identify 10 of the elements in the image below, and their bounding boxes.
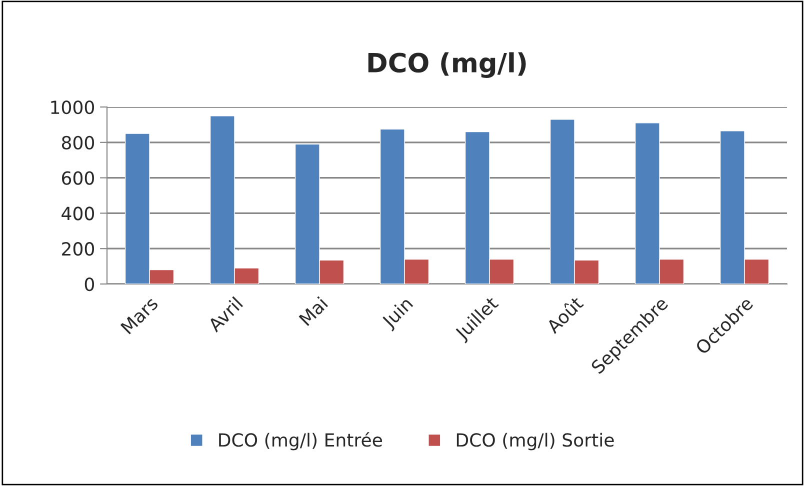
y-tick-label: 200	[62, 242, 94, 256]
y-tick-label: 600	[62, 171, 94, 185]
x-tick-label: Mai	[298, 296, 328, 326]
legend-label: DCO (mg/l) Entrée	[219, 432, 382, 450]
y-tick-label: 800	[62, 136, 94, 150]
y-tick-label: 0	[84, 277, 94, 292]
y-tick-label: 400	[62, 206, 94, 220]
y-tick-label: 1000	[51, 100, 94, 114]
legend-label: DCO (mg/l) Sortie	[456, 432, 614, 450]
chart-title: DCO (mg/l)	[368, 52, 526, 78]
